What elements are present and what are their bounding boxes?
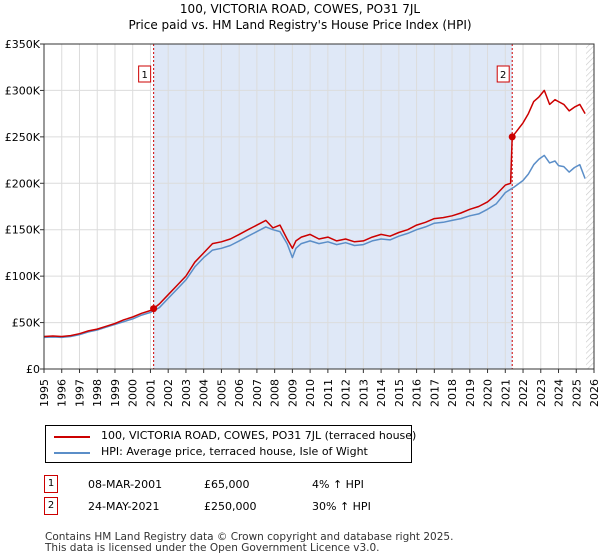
x-tick-label: 2025 bbox=[570, 379, 583, 407]
x-tick-label: 2020 bbox=[482, 379, 495, 407]
shaded-period bbox=[153, 44, 513, 369]
transaction-date: 24-MAY-2021 bbox=[88, 499, 160, 513]
x-tick-label: 2016 bbox=[411, 379, 424, 407]
legend: 100, VICTORIA ROAD, COWES, PO31 7JL (ter… bbox=[45, 425, 416, 463]
x-tick-label: 2024 bbox=[553, 379, 566, 407]
x-tick-label: 1995 bbox=[38, 379, 51, 407]
x-tick-label: 2008 bbox=[269, 379, 282, 407]
plot-frame bbox=[43, 43, 595, 370]
x-tick-label: 2013 bbox=[357, 379, 370, 407]
y-tick-label: £200K bbox=[5, 177, 41, 190]
marker-box bbox=[496, 65, 510, 83]
legend-swatch-property bbox=[54, 436, 90, 438]
marker-badge: 1 bbox=[44, 475, 58, 493]
x-tick-label: 2018 bbox=[446, 379, 459, 407]
sale-point bbox=[508, 133, 516, 141]
x-tick-label: 2022 bbox=[517, 379, 530, 407]
legend-label-property: 100, VICTORIA ROAD, COWES, PO31 7JL (ter… bbox=[101, 429, 417, 442]
marker-box bbox=[138, 65, 152, 83]
transaction-hpi-change: 30% ↑ HPI bbox=[312, 499, 371, 513]
x-tick-label: 1999 bbox=[109, 379, 122, 407]
x-tick-label: 2012 bbox=[340, 379, 353, 407]
legend-swatch-hpi bbox=[54, 452, 90, 454]
y-tick-label: £300K bbox=[5, 84, 41, 97]
x-tick-label: 2003 bbox=[180, 379, 193, 407]
x-tick-label: 2006 bbox=[233, 379, 246, 407]
hpi-series-line bbox=[43, 154, 586, 339]
x-tick-label: 2023 bbox=[535, 379, 548, 407]
future-hatch bbox=[586, 44, 594, 369]
transaction-hpi-change: 4% ↑ HPI bbox=[312, 477, 364, 491]
marker-badge: 2 bbox=[44, 497, 58, 515]
x-tick-label: 2001 bbox=[144, 379, 157, 407]
x-tick-label: 2000 bbox=[127, 379, 140, 407]
x-tick-label: 2009 bbox=[286, 379, 299, 407]
x-tick-label: 2011 bbox=[322, 379, 335, 407]
x-tick-label: 2002 bbox=[162, 379, 175, 407]
table-row: 1 08-MAR-2001 £65,000 4% ↑ HPI bbox=[44, 473, 371, 495]
footer-copyright: Contains HM Land Registry data © Crown c… bbox=[45, 531, 454, 543]
x-tick-label: 2014 bbox=[375, 379, 388, 407]
x-tick-label: 2007 bbox=[251, 379, 264, 407]
y-tick-label: £250K bbox=[5, 131, 41, 144]
property-series-line bbox=[43, 89, 586, 338]
x-tick-label: 2026 bbox=[588, 379, 600, 407]
y-tick-label: £50K bbox=[12, 317, 41, 330]
x-tick-label: 2010 bbox=[304, 379, 317, 407]
x-tick-label: 1997 bbox=[73, 379, 86, 407]
y-tick-label: £150K bbox=[5, 224, 41, 237]
y-tick-label: £350K bbox=[5, 38, 41, 51]
x-tick-label: 2019 bbox=[464, 379, 477, 407]
transaction-price: £250,000 bbox=[204, 499, 257, 513]
chart-title: 100, VICTORIA ROAD, COWES, PO31 7JL bbox=[179, 2, 421, 16]
marker-label: 2 bbox=[500, 70, 506, 81]
footer-licence: This data is licensed under the Open Gov… bbox=[45, 542, 380, 554]
x-tick-label: 2005 bbox=[215, 379, 228, 407]
footer: Contains HM Land Registry data © Crown c… bbox=[45, 532, 453, 554]
transactions-table: 1 08-MAR-2001 £65,000 4% ↑ HPI 2 24-MAY-… bbox=[44, 473, 371, 517]
legend-label-hpi: HPI: Average price, terraced house, Isle… bbox=[101, 445, 368, 458]
x-tick-label: 1998 bbox=[91, 379, 104, 407]
x-tick-label: 2004 bbox=[198, 379, 211, 407]
table-row: 2 24-MAY-2021 £250,000 30% ↑ HPI bbox=[44, 495, 371, 517]
x-tick-label: 2017 bbox=[428, 379, 441, 407]
transaction-price: £65,000 bbox=[204, 477, 250, 491]
y-tick-label: £0 bbox=[26, 363, 40, 376]
y-tick-label: £100K bbox=[5, 270, 41, 283]
marker-label: 1 bbox=[141, 70, 147, 81]
x-tick-label: 2021 bbox=[499, 379, 512, 407]
transaction-date: 08-MAR-2001 bbox=[88, 477, 163, 491]
chart-subtitle: Price paid vs. HM Land Registry's House … bbox=[128, 18, 472, 32]
price-chart: 1 2 £0 £50K £100K £150K £200K £250K £300K £350K 19… bbox=[5, 38, 600, 407]
sale-point bbox=[150, 305, 158, 313]
x-tick-label: 1996 bbox=[56, 379, 69, 407]
x-tick-label: 2015 bbox=[393, 379, 406, 407]
